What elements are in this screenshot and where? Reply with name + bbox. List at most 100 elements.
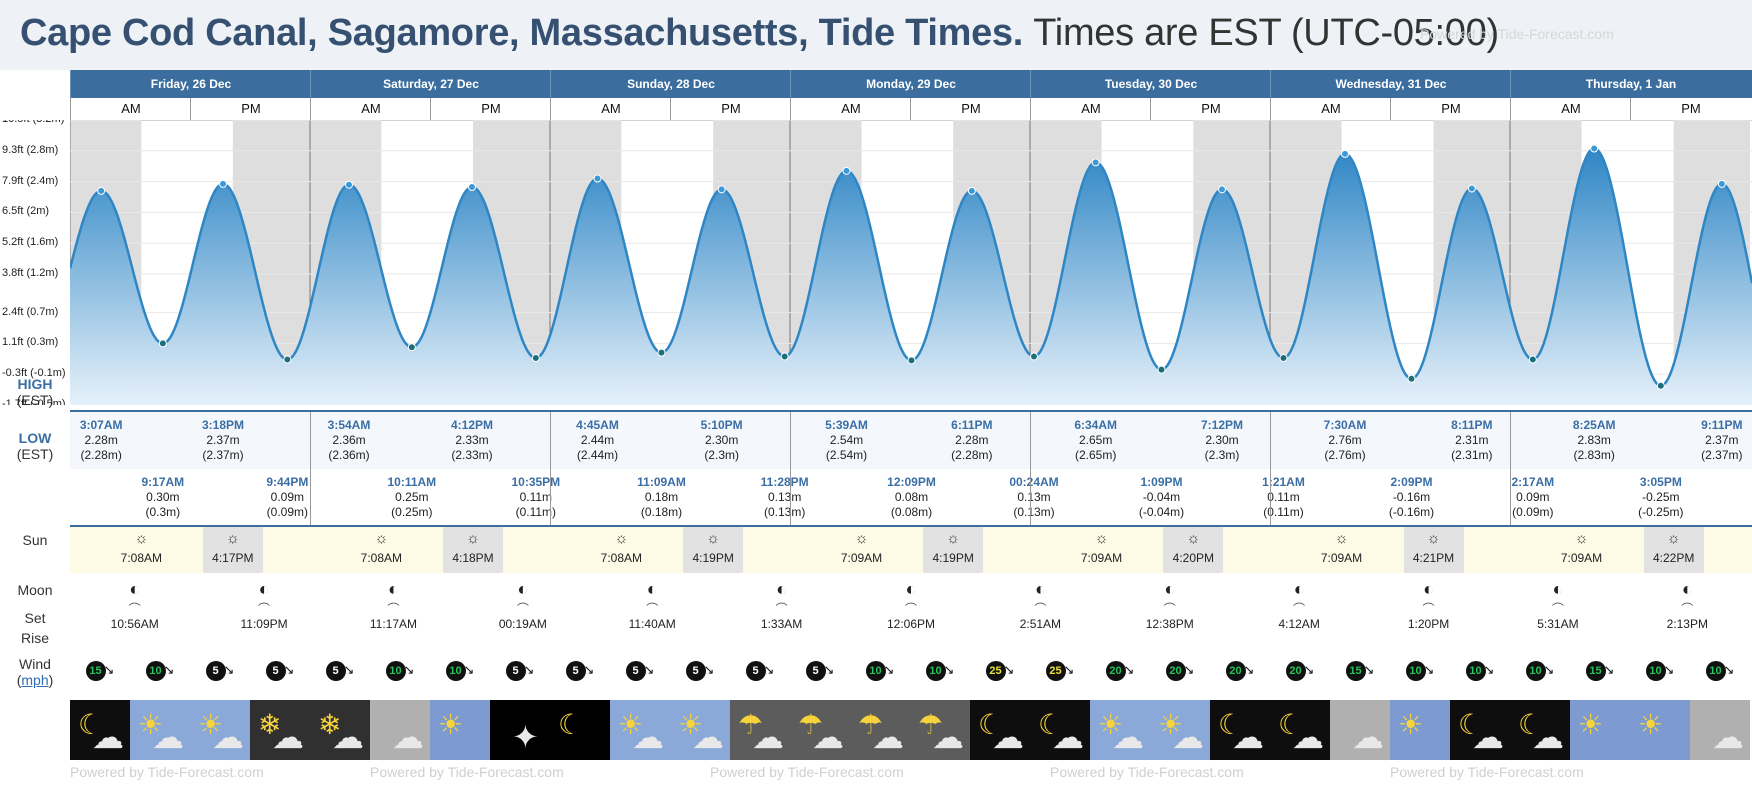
- moon-cell: ◐ ⌒ 00:19AM: [458, 579, 587, 631]
- tide-point: [158, 339, 167, 348]
- sun-set-cell: ☼ 4:19PM: [923, 527, 984, 573]
- moon-phase-icon: ◐: [1293, 579, 1305, 599]
- wind-row: 15 ↘ 10 ↘ 5 ↘ 5 ↘ 5 ↘ 10 ↘ 10 ↘ 5 ↘ 5 ↘ 5 ↘ 5 ↘ 5 ↘ 5 ↘ 10 ↘ 10 ↘ 25 ↘ 2…: [70, 653, 1752, 699]
- rain-cloud-icon: ☂ ☁: [790, 700, 850, 760]
- sun-rise-cell: ☼ 7:08AM: [351, 527, 412, 573]
- moon-cell: ◐ ⌒ 4:12AM: [1234, 579, 1363, 631]
- day-header-cell: Wednesday, 31 Dec: [1270, 70, 1511, 98]
- wind-cell: 5 ↘: [730, 661, 790, 681]
- ampm-cell: AM: [1270, 98, 1391, 120]
- moon-phase-icon: ◐: [905, 579, 917, 599]
- wind-cell: 10 ↘: [1690, 661, 1750, 681]
- row-divider: [310, 412, 311, 469]
- sun-rise-icon: ☼: [1334, 530, 1349, 547]
- wind-speed-badge: 15: [85, 661, 106, 681]
- high-tide-cell: 3:07AM 2.28m (2.28m): [79, 418, 123, 462]
- sun-rise-icon: ☼: [614, 530, 629, 547]
- ampm-cell: AM: [1510, 98, 1631, 120]
- low-tide-cell: 00:24AM 0.13m (0.13m): [1009, 475, 1059, 519]
- tide-point: [1407, 374, 1416, 383]
- tide-area: [70, 148, 1752, 405]
- sun-icon: ☀: [430, 700, 490, 760]
- y-tick-label: 3.8ft (1.2m): [2, 267, 59, 280]
- low-tide-cell: 9:17AM 0.30m (0.3m): [141, 475, 185, 519]
- moon-phase-icon: ◐: [1681, 579, 1693, 599]
- sun-rise-icon: ☼: [1094, 530, 1109, 547]
- tide-point: [780, 352, 789, 361]
- wind-cell: 10 ↘: [1450, 661, 1510, 681]
- low-tide-cell: 11:09AM 0.18m (0.18m): [637, 475, 686, 519]
- night-cloud-icon: ☾ ☁: [1030, 700, 1090, 760]
- moon-rise-icon: ⌒: [128, 602, 141, 616]
- tide-point: [1218, 185, 1226, 194]
- moon-phase-icon: ◐: [1423, 579, 1434, 599]
- cloud-icon: ☁: [1330, 700, 1390, 760]
- moon-rise-icon: ⌒: [1422, 602, 1435, 616]
- moon-cell: ◐ ⌒ 11:17AM: [329, 579, 458, 631]
- wind-arrow-icon: ↘: [943, 662, 955, 677]
- wind-arrow-icon: ↘: [1063, 662, 1075, 677]
- night-cloud-icon: ☾ ☁: [1510, 700, 1570, 760]
- wind-cell: 25 ↘: [970, 661, 1030, 681]
- rise-label: Rise: [20, 630, 49, 646]
- rain-cloud-icon: ☂ ☁: [730, 700, 790, 760]
- sun-set-icon: ☼: [706, 530, 721, 547]
- wind-arrow-icon: ↘: [1003, 662, 1015, 677]
- wind-speed-badge: 5: [805, 661, 826, 681]
- y-tick-label: 10.5ft (3.2m): [2, 120, 64, 125]
- moon-row: ◐ ⌒ 10:56AM ◐ ⌒ 11:09PM ◐ ⌒ 11:17AM ◐ ⌒ 00:19AM ◐ ⌒ 11…: [70, 573, 1752, 653]
- wind-cell: 5 ↘: [550, 661, 610, 681]
- moon-rise-icon: ⌒: [1293, 602, 1306, 616]
- tide-point: [1590, 144, 1599, 153]
- sun-cloud-icon: ☀ ☁: [130, 700, 190, 760]
- day-header-cell: Friday, 26 Dec: [70, 70, 311, 98]
- tide-point: [1030, 352, 1038, 361]
- low-tide-cell: 1:21AM 0.11m (0.11m): [1262, 475, 1305, 519]
- ampm-cell: AM: [310, 98, 431, 120]
- mph-link[interactable]: mph: [21, 672, 49, 688]
- tide-point: [907, 356, 916, 365]
- moon-cell: ◐ ⌒ 12:38PM: [1105, 579, 1234, 631]
- wind-speed-badge: 10: [1465, 661, 1486, 681]
- moon-rise-icon: ⌒: [646, 602, 659, 616]
- tide-point: [407, 343, 416, 352]
- wind-speed-badge: 20: [1105, 661, 1126, 681]
- day-header-cell: Monday, 29 Dec: [790, 70, 1031, 98]
- sun-cloud-icon: ☀ ☁: [1150, 700, 1210, 760]
- high-tide-cell: 3:54AM 2.36m (2.36m): [327, 418, 371, 462]
- low-tide-cell: 1:09PM -0.04m (-0.04m): [1138, 475, 1185, 519]
- row-divider: [790, 469, 791, 525]
- sun-cloud-icon: ☀ ☁: [610, 700, 670, 760]
- row-divider: [550, 412, 551, 469]
- wind-arrow-icon: ↘: [463, 662, 475, 677]
- y-tick-label: -1.7ft (-0.5m): [2, 398, 66, 405]
- moon-cell: ◐ ⌒ 1:20PM: [1364, 579, 1493, 631]
- tide-point: [1279, 354, 1288, 363]
- moon-phase-icon: ◐: [388, 579, 399, 599]
- wind-cell: 10 ↘: [1630, 661, 1690, 681]
- wind-cell: 20 ↘: [1210, 661, 1270, 681]
- row-labels-column: HIGH (EST) LOW (EST) Sun Moon Set Rise W…: [0, 70, 70, 787]
- high-tide-cell: 8:25AM 2.83m (2.83m): [1572, 418, 1616, 462]
- ampm-cell: PM: [1630, 98, 1751, 120]
- wind-arrow-icon: ↘: [103, 662, 115, 677]
- day-header-cell: Sunday, 28 Dec: [550, 70, 791, 98]
- wind-speed-badge: 5: [325, 661, 346, 681]
- tide-point: [283, 355, 292, 364]
- wind-cell: 5 ↘: [250, 661, 310, 681]
- sun-set-cell: ☼ 4:18PM: [443, 527, 503, 573]
- tide-point: [842, 166, 851, 175]
- wind-arrow-icon: ↘: [523, 662, 535, 677]
- wind-speed-badge: 5: [505, 661, 526, 681]
- moon-phase-icon: ◐: [646, 579, 658, 599]
- y-tick-label: 1.1ft (0.3m): [2, 336, 59, 349]
- ampm-cell: PM: [670, 98, 791, 120]
- moon-phase-icon: ◐: [517, 579, 529, 599]
- wind-cell: 20 ↘: [1270, 661, 1330, 681]
- rain-cloud-icon: ☂ ☁: [910, 700, 970, 760]
- wind-speed-badge: 10: [385, 661, 406, 681]
- wind-cell: 15 ↘: [70, 661, 130, 681]
- wind-arrow-icon: ↘: [1123, 662, 1135, 677]
- wind-arrow-icon: ↘: [1243, 662, 1255, 677]
- wind-speed-badge: 5: [625, 661, 646, 681]
